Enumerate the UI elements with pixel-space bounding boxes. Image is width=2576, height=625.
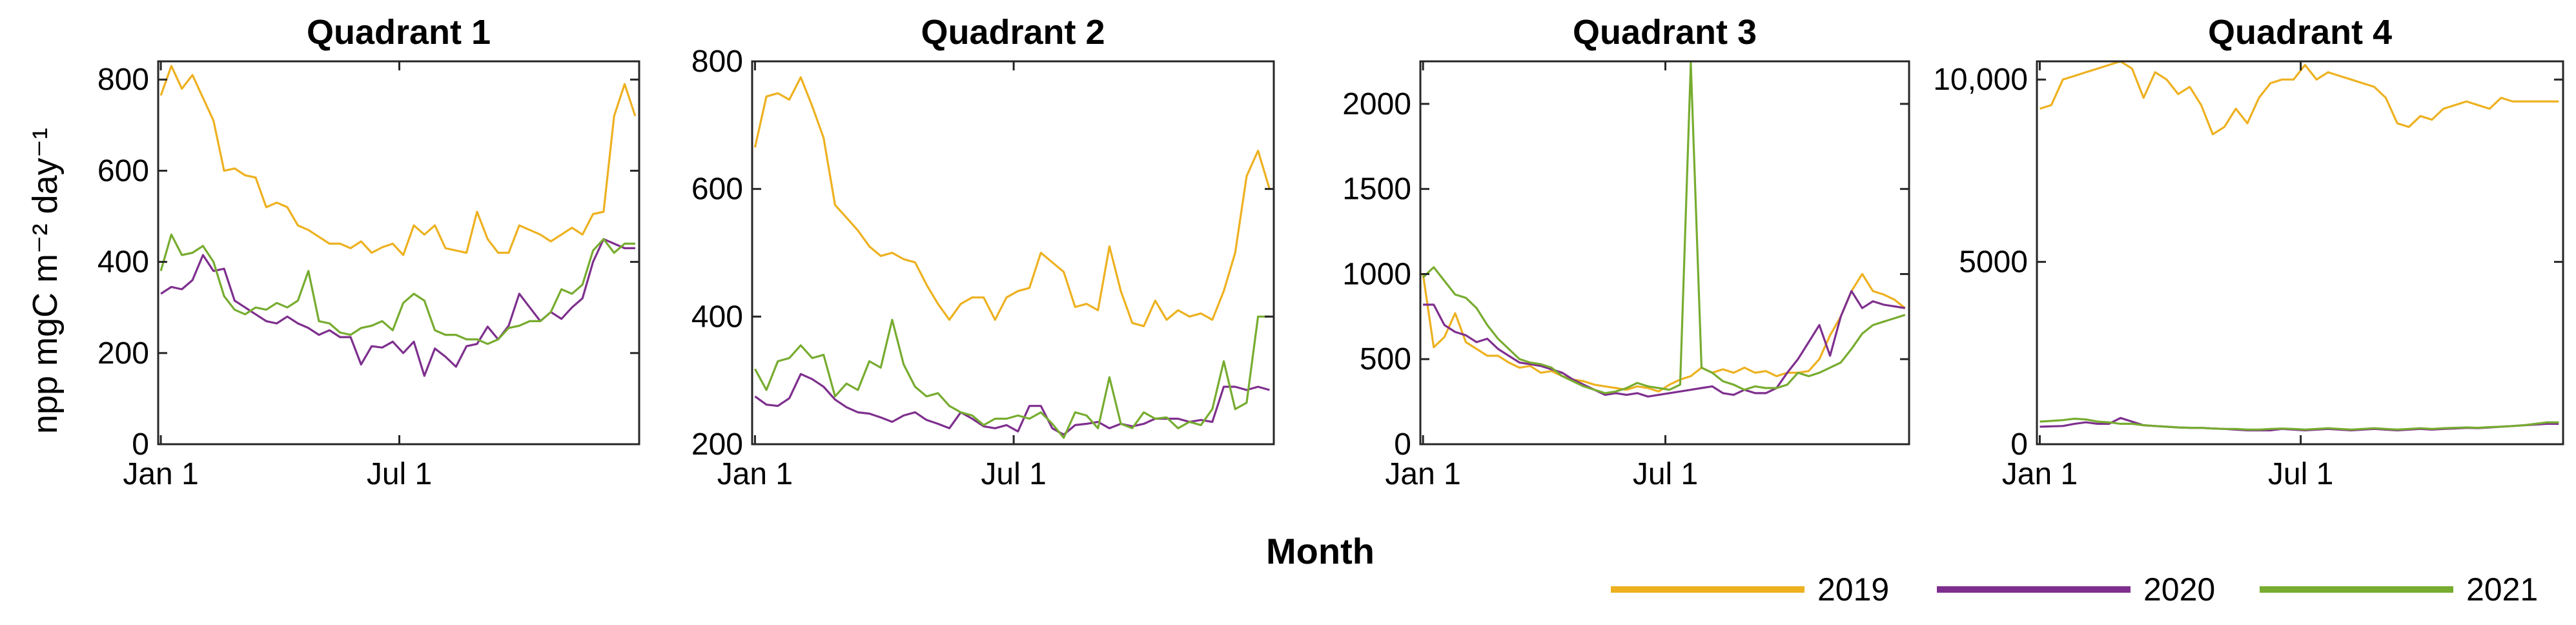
series-line-2019 (2039, 61, 2559, 136)
x-tick-label: Jan 1 (2002, 457, 2078, 491)
panel-1: Quadrant 1 0 200 400 600 800 Jan 1 Jul 1 (97, 13, 640, 491)
legend-item-2019: 2019 (1611, 571, 1889, 608)
series-line-2019 (1422, 272, 1906, 393)
y-tick-label: 0 (1394, 427, 1411, 462)
y-tick-label: 200 (691, 427, 743, 462)
y-tick-label: 5000 (1959, 245, 2028, 280)
series-line-2020 (754, 373, 1270, 436)
y-tick-label: 0 (132, 427, 149, 462)
panel-title: Quadrant 1 (307, 13, 491, 52)
legend-item-2020: 2020 (1937, 571, 2215, 608)
series-line-2019 (159, 65, 637, 256)
y-axis-label: npp mgC m⁻² day⁻¹ (26, 128, 65, 434)
y-tick-label: 2000 (1342, 87, 1411, 121)
x-tick-label: Jan 1 (123, 457, 198, 491)
series-line-2021 (753, 315, 1270, 439)
x-tick-label: Jan 1 (717, 457, 793, 491)
x-tick-label: Jul 1 (981, 457, 1046, 491)
y-tick-label: 600 (97, 154, 149, 188)
x-tick-label: Jul 1 (2268, 457, 2333, 491)
x-axis-label: Month (1266, 531, 1375, 571)
y-tick-label: 800 (97, 63, 149, 97)
y-tick-label: 1500 (1342, 172, 1411, 207)
panel-title: Quadrant 4 (2208, 13, 2392, 52)
y-tick-label: 500 (1360, 342, 1411, 376)
series-line-2019 (753, 76, 1271, 327)
axes-box (2036, 60, 2564, 446)
y-tick-label: 400 (97, 245, 149, 280)
legend-label: 2020 (2143, 571, 2215, 608)
series-line-2021 (1422, 61, 1906, 394)
panel-2: Quadrant 2 200 400 600 800 Jan 1 Jul 1 (691, 13, 1275, 491)
y-tick-label: 600 (691, 172, 743, 207)
x-tick-label: Jul 1 (1633, 457, 1698, 491)
axes-box (751, 60, 1275, 446)
panel-title: Quadrant 2 (921, 13, 1105, 52)
y-tick-label: 200 (97, 336, 149, 371)
series-lines (1422, 61, 1906, 398)
series-line-2020 (160, 238, 635, 377)
panel-3: Quadrant 3 0 500 1000 1500 2000 Jan 1 Jul 1 (1342, 13, 1910, 491)
series-lines (753, 76, 1271, 439)
y-tick-label: 0 (2010, 427, 2028, 462)
panel-title: Quadrant 3 (1573, 13, 1757, 52)
legend-item-2021: 2021 (2260, 571, 2538, 608)
series-line-2021 (2039, 417, 2559, 431)
axes-box (157, 60, 640, 446)
legend: 2019 2020 2021 (1611, 571, 2538, 608)
series-line-2021 (159, 233, 635, 345)
x-tick-label: Jul 1 (367, 457, 432, 491)
series-line-2020 (1423, 290, 1906, 398)
x-tick-label: Jan 1 (1385, 457, 1460, 491)
y-tick-label: 400 (691, 300, 743, 334)
panel-4: Quadrant 4 0 5000 10,000 Jan 1 Jul 1 (1933, 13, 2564, 491)
y-tick-label: 1000 (1342, 257, 1411, 291)
series-lines (2039, 61, 2559, 432)
legend-label: 2019 (1817, 571, 1889, 608)
y-tick-label: 10,000 (1933, 63, 2028, 97)
y-tick-label: 800 (691, 45, 743, 79)
legend-label: 2021 (2466, 571, 2538, 608)
series-lines (159, 65, 637, 377)
